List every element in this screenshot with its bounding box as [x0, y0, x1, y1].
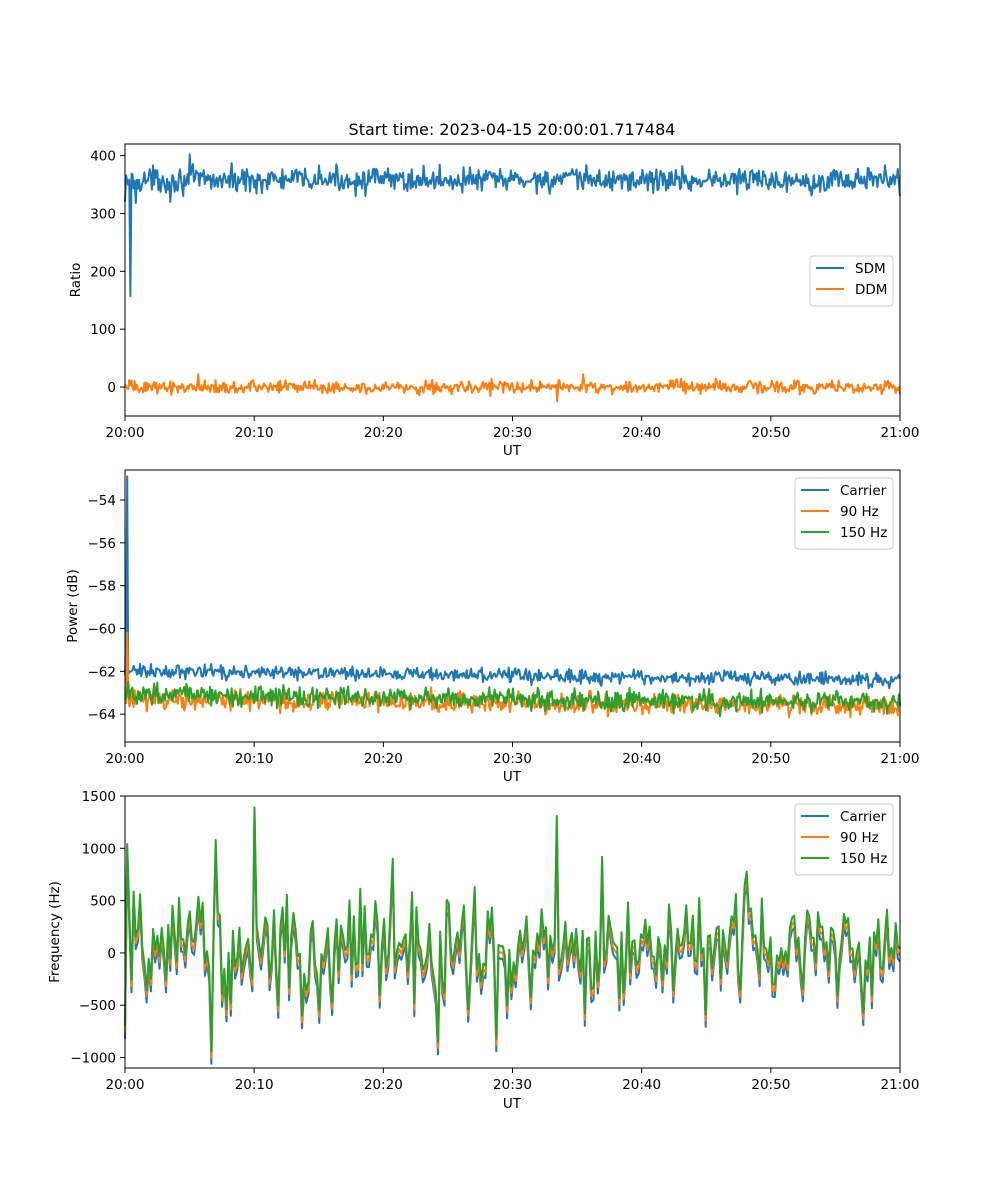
legend-label: 90 Hz	[840, 830, 879, 846]
y-tick-label: −62	[88, 664, 117, 680]
x-tick-label: 21:00	[881, 751, 920, 767]
legend-label: Carrier	[840, 809, 887, 825]
ticks-layer: 20:00 20:10 20:20 20:30 20:40 20:50 21:00 −54 −5…	[88, 493, 920, 767]
legend-label: SDM	[855, 261, 886, 277]
series-line-ddm	[124, 373, 901, 403]
x-axis-label: UT	[503, 1096, 522, 1112]
x-tick-label: 20:10	[235, 425, 274, 441]
legend-label: 90 Hz	[840, 504, 879, 520]
y-tick-label: 0	[107, 946, 116, 962]
x-tick-label: 20:00	[106, 751, 145, 767]
y-tick-label: −56	[88, 536, 117, 552]
y-tick-label: −60	[88, 621, 117, 637]
series-layer	[124, 806, 901, 1065]
ticks-layer: 20:00 20:10 20:20 20:30 20:40 20:50 21:00 0 100 2…	[90, 149, 919, 441]
x-tick-label: 20:40	[622, 425, 661, 441]
chart-power: 20:00 20:10 20:20 20:30 20:40 20:50 21:00 −54 −5…	[65, 469, 920, 785]
y-axis-label: Frequency (Hz)	[47, 881, 63, 983]
legend-label: 150 Hz	[840, 525, 887, 541]
x-tick-label: 20:50	[751, 425, 790, 441]
chart-frequency: 20:00 20:10 20:20 20:30 20:40 20:50 21:00 1500 1…	[47, 789, 919, 1112]
x-tick-label: 20:20	[364, 1077, 403, 1093]
y-tick-label: −64	[88, 707, 117, 723]
x-tick-label: 20:50	[751, 751, 790, 767]
x-tick-label: 20:40	[622, 751, 661, 767]
y-tick-label: −1000	[70, 1051, 116, 1067]
y-tick-label: 300	[90, 206, 116, 222]
legend: Carrier 90 Hz 150 Hz	[794, 803, 894, 876]
series-line-carrier	[124, 475, 901, 690]
x-axis-label: UT	[503, 443, 522, 459]
series-line-150-hz	[124, 680, 901, 718]
x-tick-label: 20:30	[493, 425, 532, 441]
y-axis-label: Power (dB)	[65, 569, 81, 642]
y-axis-label: Ratio	[68, 263, 84, 298]
series-line-150-hz	[124, 806, 901, 1053]
y-tick-label: 1000	[82, 841, 116, 857]
x-tick-label: 20:40	[622, 1077, 661, 1093]
x-tick-label: 20:10	[235, 1077, 274, 1093]
series-line-sdm	[124, 153, 901, 298]
chart-ratio: Start time: 2023-04-15 20:00:01.717484 2…	[68, 120, 919, 459]
y-tick-label: 100	[90, 322, 116, 338]
x-tick-label: 21:00	[881, 1077, 920, 1093]
x-tick-label: 20:30	[493, 751, 532, 767]
x-axis-label: UT	[503, 769, 522, 785]
series-layer	[124, 475, 901, 719]
x-tick-label: 20:00	[106, 1077, 145, 1093]
y-tick-label: −58	[88, 579, 117, 595]
y-tick-label: 1500	[82, 789, 116, 805]
x-tick-label: 20:50	[751, 1077, 790, 1093]
legend: SDM DDM	[809, 255, 894, 307]
legend-label: 150 Hz	[840, 851, 887, 867]
legend: Carrier 90 Hz 150 Hz	[794, 477, 894, 550]
series-layer	[124, 153, 901, 403]
chart-title: Start time: 2023-04-15 20:00:01.717484	[349, 120, 676, 139]
y-tick-label: 200	[90, 264, 116, 280]
x-tick-label: 21:00	[881, 425, 920, 441]
y-tick-label: 0	[107, 380, 116, 396]
y-tick-label: −500	[79, 998, 116, 1014]
ticks-layer: 20:00 20:10 20:20 20:30 20:40 20:50 21:00 1500 1…	[70, 789, 919, 1093]
x-tick-label: 20:20	[364, 751, 403, 767]
x-tick-label: 20:20	[364, 425, 403, 441]
x-tick-label: 20:10	[235, 751, 274, 767]
x-tick-label: 20:30	[493, 1077, 532, 1093]
y-tick-label: 400	[90, 149, 116, 165]
y-tick-label: −54	[88, 493, 117, 509]
x-tick-label: 20:00	[106, 425, 145, 441]
legend-label: Carrier	[840, 483, 887, 499]
legend-label: DDM	[855, 282, 887, 298]
y-tick-label: 500	[90, 894, 116, 910]
